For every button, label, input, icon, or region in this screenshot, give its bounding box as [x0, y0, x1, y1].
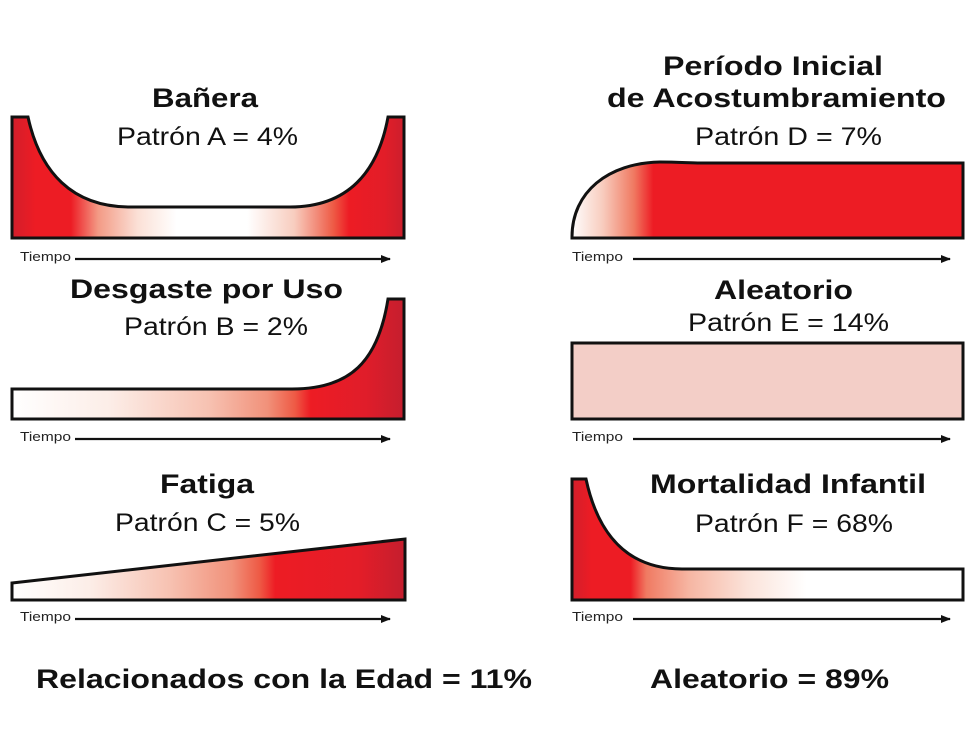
pattern-b-wearout-curve [10, 297, 406, 421]
pattern-c-title: Fatiga [160, 469, 255, 499]
pattern-d-breakin-curve [570, 160, 965, 240]
pattern-f-title: Mortalidad Infantil [650, 469, 926, 499]
pattern-d-title-line1: Período Inicial [663, 51, 883, 81]
pattern-c-time-label: Tiempo [20, 609, 71, 624]
pattern-f-subtitle: Patrón F = 68% [695, 510, 893, 538]
pattern-e-title: Aleatorio [714, 275, 853, 305]
pattern-f-time-label: Tiempo [572, 609, 623, 624]
summary-random: Aleatorio = 89% [650, 664, 889, 694]
pattern-a-time-label: Tiempo [20, 249, 71, 264]
summary-age-related: Relacionados con la Edad = 11% [36, 664, 532, 694]
summary: Relacionados con la Edad = 11% Aleatorio… [36, 664, 889, 694]
pattern-e-constant-band [570, 341, 965, 421]
pattern-a-bathtub-curve [10, 115, 406, 240]
pattern-d-time-label: Tiempo [572, 249, 623, 264]
pattern-d-subtitle: Patrón D = 7% [695, 123, 882, 151]
pattern-f-panel: Mortalidad Infantil Patrón F = 68% Tiemp… [570, 469, 965, 624]
pattern-b-panel: Desgaste por Uso Patrón B = 2% Tiempo [10, 274, 406, 444]
pattern-e-panel: Aleatorio Patrón E = 14% Tiempo [570, 275, 965, 444]
pattern-c-panel: Fatiga Patrón C = 5% Tiempo [10, 469, 407, 624]
pattern-b-time-label: Tiempo [20, 429, 71, 444]
pattern-e-time-label: Tiempo [572, 429, 623, 444]
pattern-c-fatigue-slope [10, 537, 407, 602]
pattern-b-subtitle: Patrón B = 2% [124, 313, 308, 341]
pattern-b-title: Desgaste por Uso [70, 274, 343, 304]
pattern-a-panel: Bañera Patrón A = 4% Tiempo [10, 83, 406, 264]
pattern-d-panel: Período Inicial de Acostumbramiento Patr… [570, 51, 965, 264]
pattern-d-title-line2: de Acostumbramiento [607, 83, 946, 113]
pattern-a-title: Bañera [152, 83, 259, 113]
pattern-c-subtitle: Patrón C = 5% [115, 509, 300, 537]
pattern-f-infant-mortality-curve [570, 477, 965, 602]
pattern-a-subtitle: Patrón A = 4% [117, 123, 298, 151]
pattern-e-subtitle: Patrón E = 14% [688, 309, 889, 337]
